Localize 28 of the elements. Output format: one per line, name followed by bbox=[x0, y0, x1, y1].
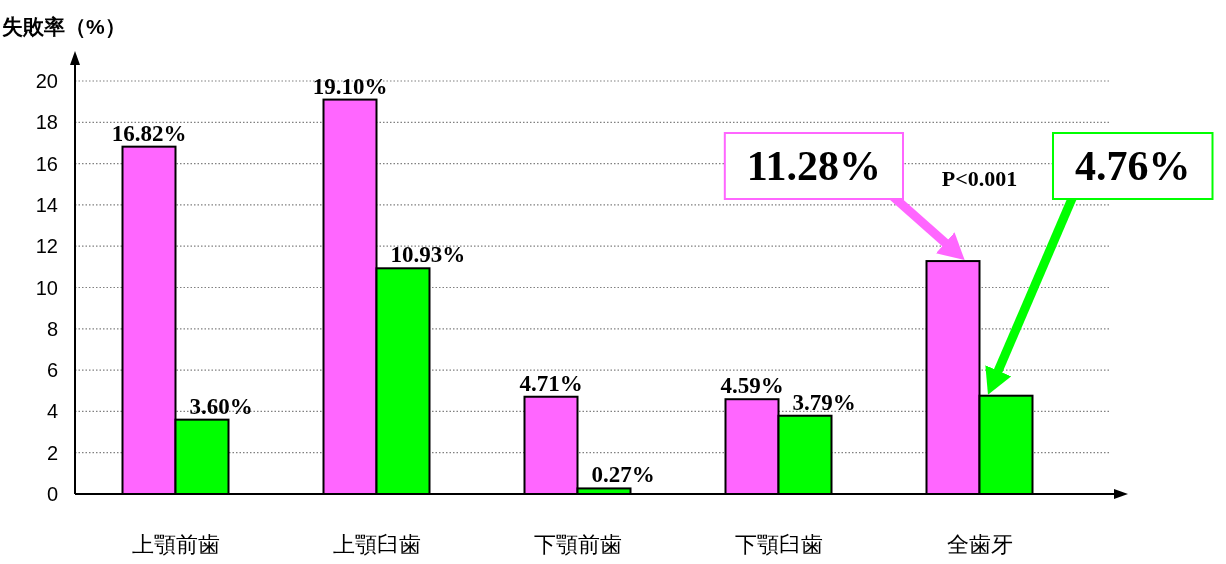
y-tick-label: 20 bbox=[35, 70, 58, 92]
y-tick-label: 12 bbox=[35, 235, 58, 258]
data-label: 3.60% bbox=[189, 393, 253, 419]
y-tick-label: 4 bbox=[46, 400, 58, 423]
x-tick-label: 上顎臼歯 bbox=[332, 532, 421, 557]
data-label: 4.59% bbox=[720, 373, 784, 399]
annotation: P<0.001 bbox=[941, 166, 1018, 191]
y-tick-label: 16 bbox=[35, 152, 58, 175]
y-tick-label: 0 bbox=[46, 483, 58, 505]
y-tick-label: 10 bbox=[35, 276, 58, 299]
annotation: 11.28% bbox=[746, 143, 881, 190]
y-tick-label: 18 bbox=[35, 111, 58, 134]
x-tick-label: 下顎前歯 bbox=[533, 532, 622, 557]
data-label: 10.93% bbox=[390, 242, 466, 268]
y-tick-label: 2 bbox=[46, 441, 58, 464]
y-axis-title: 失敗率（%） bbox=[2, 15, 126, 38]
data-label: 4.71% bbox=[519, 370, 583, 396]
data-label: 0.27% bbox=[591, 462, 655, 488]
x-tick-label: 下顎臼歯 bbox=[734, 532, 823, 557]
annotation: 4.76% bbox=[1075, 143, 1191, 190]
data-label: 3.79% bbox=[792, 389, 856, 415]
x-tick-label: 全歯牙 bbox=[946, 532, 1013, 557]
y-tick-label: 14 bbox=[35, 193, 58, 216]
y-tick-label: 8 bbox=[46, 317, 58, 340]
data-label: 16.82% bbox=[111, 120, 187, 146]
data-label: 19.10% bbox=[312, 73, 388, 99]
x-tick-label: 上顎前歯 bbox=[131, 532, 220, 557]
y-tick-label: 6 bbox=[46, 359, 58, 382]
